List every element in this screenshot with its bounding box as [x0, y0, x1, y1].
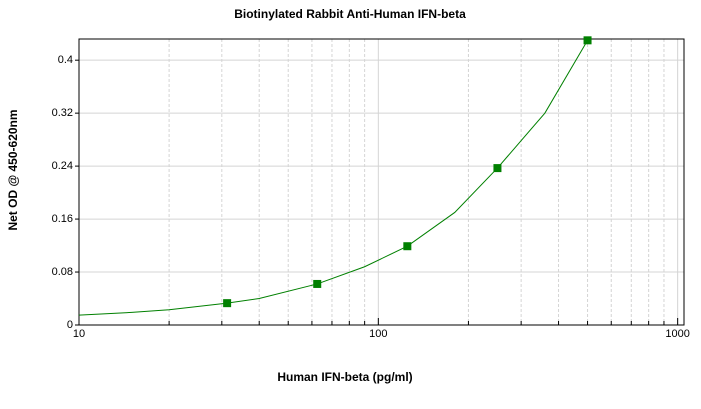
- y-tick-label: 0: [67, 319, 73, 331]
- data-point: [583, 36, 592, 45]
- data-point: [223, 299, 232, 308]
- fit-curve: [78, 40, 588, 316]
- chart-title: Biotinylated Rabbit Anti-Human IFN-beta: [234, 7, 466, 21]
- data-point: [493, 164, 502, 173]
- plot-area: [79, 39, 684, 325]
- y-tick-label: 0.08: [52, 266, 73, 278]
- y-tick-label: 0.24: [52, 160, 73, 172]
- x-axis-label: Human IFN-beta (pg/ml): [277, 370, 412, 384]
- y-tick-label: 0.32: [52, 107, 73, 119]
- x-tick-label: 10: [73, 328, 85, 340]
- data-point: [403, 242, 412, 251]
- data-point: [313, 279, 322, 288]
- y-tick-label: 0.4: [58, 54, 73, 66]
- y-tick-label: 0.16: [52, 213, 73, 225]
- x-tick-label: 100: [369, 328, 387, 340]
- x-tick-label: 1000: [665, 328, 689, 340]
- plot-border: [78, 38, 685, 326]
- y-axis-label: Net OD @ 450-620nm: [6, 109, 20, 230]
